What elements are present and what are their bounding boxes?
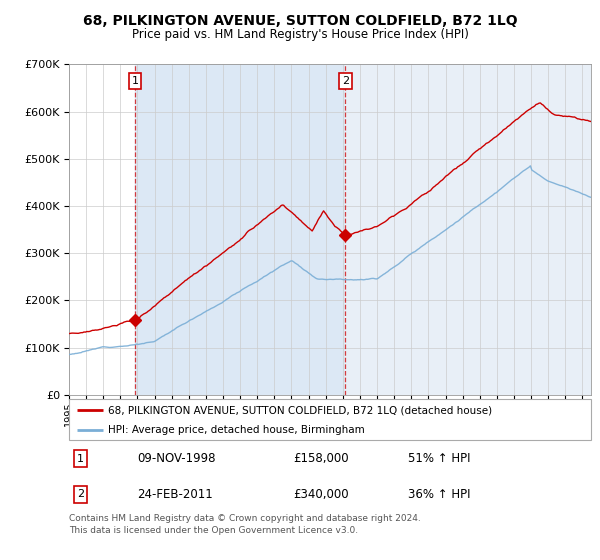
Text: 09-NOV-1998: 09-NOV-1998 (137, 452, 215, 465)
Text: 2: 2 (77, 489, 84, 500)
Text: 1: 1 (77, 454, 84, 464)
Text: 24-FEB-2011: 24-FEB-2011 (137, 488, 212, 501)
Text: £340,000: £340,000 (293, 488, 349, 501)
Text: Contains HM Land Registry data © Crown copyright and database right 2024.
This d: Contains HM Land Registry data © Crown c… (69, 514, 421, 535)
Bar (345, 64, 591, 395)
Text: Price paid vs. HM Land Registry's House Price Index (HPI): Price paid vs. HM Land Registry's House … (131, 28, 469, 41)
FancyBboxPatch shape (69, 399, 591, 440)
Text: £158,000: £158,000 (293, 452, 349, 465)
Text: 68, PILKINGTON AVENUE, SUTTON COLDFIELD, B72 1LQ (detached house): 68, PILKINGTON AVENUE, SUTTON COLDFIELD,… (108, 405, 492, 415)
Text: 1: 1 (131, 76, 139, 86)
Text: 68, PILKINGTON AVENUE, SUTTON COLDFIELD, B72 1LQ: 68, PILKINGTON AVENUE, SUTTON COLDFIELD,… (83, 14, 517, 28)
Bar (135, 64, 345, 395)
Text: 36% ↑ HPI: 36% ↑ HPI (409, 488, 471, 501)
Text: 51% ↑ HPI: 51% ↑ HPI (409, 452, 471, 465)
Text: HPI: Average price, detached house, Birmingham: HPI: Average price, detached house, Birm… (108, 424, 365, 435)
Text: 2: 2 (341, 76, 349, 86)
